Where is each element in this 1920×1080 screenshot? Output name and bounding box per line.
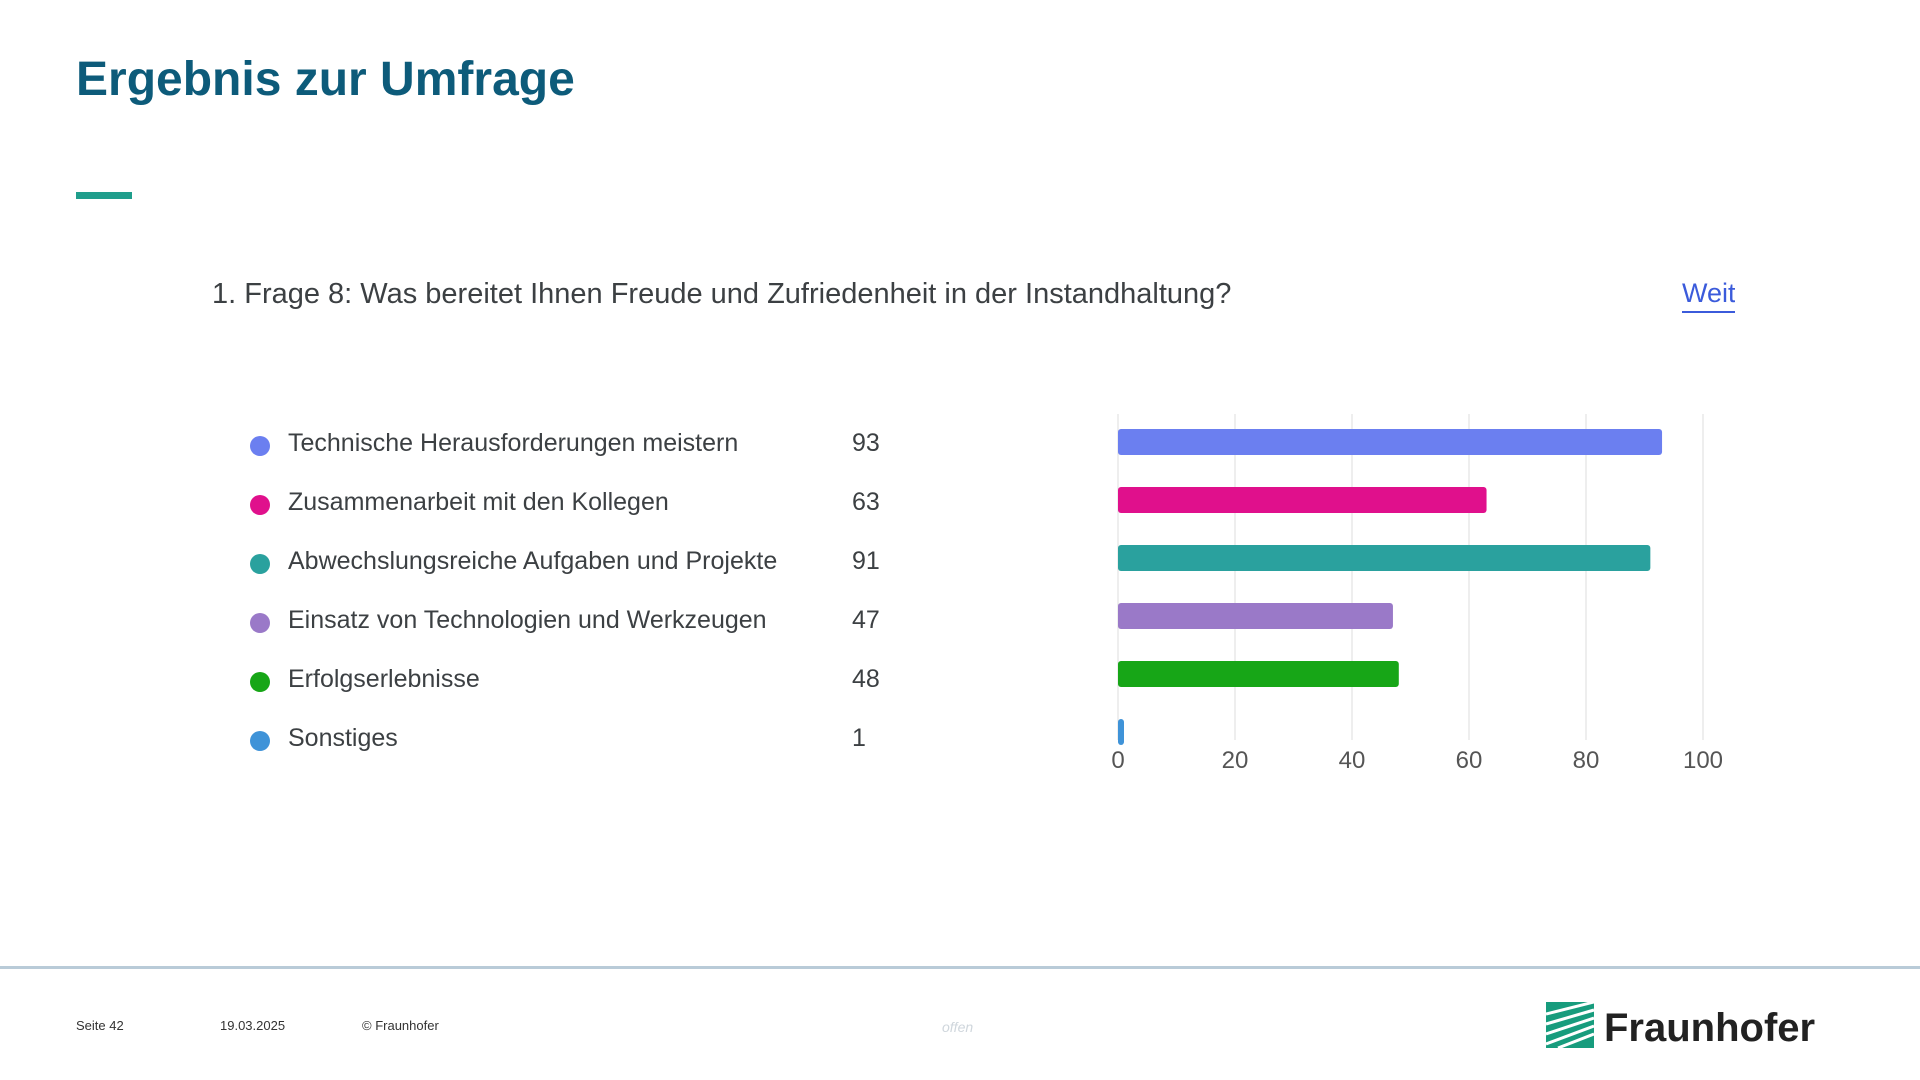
- legend-count: 63: [852, 488, 880, 516]
- legend-item: Technische Herausforderungen meistern 93: [246, 420, 886, 479]
- bar: [1118, 487, 1487, 513]
- legend-item: Einsatz von Technologien und Werkzeugen …: [246, 597, 886, 656]
- legend-label: Abwechslungsreiche Aufgaben und Projekte: [288, 547, 778, 575]
- footer-date: 19.03.2025: [220, 1018, 286, 1033]
- legend-count: 93: [852, 429, 880, 457]
- legend-count: 1: [852, 724, 866, 752]
- bar: [1118, 603, 1393, 629]
- bar: [1118, 719, 1124, 745]
- fraunhofer-logo-icon: [1546, 1002, 1594, 1048]
- logo-text: Fraunhofer: [1604, 1006, 1816, 1050]
- legend-label: Sonstiges: [288, 724, 398, 752]
- classification-label: offen: [942, 1019, 974, 1035]
- legend-count: 91: [852, 547, 880, 575]
- legend-label: Erfolgserlebnisse: [288, 665, 480, 693]
- legend-item: Zusammenarbeit mit den Kollegen 63: [246, 479, 886, 538]
- legend-item: Sonstiges 1: [246, 715, 886, 774]
- legend-count: 47: [852, 606, 880, 634]
- footer-copyright: © Fraunhofer: [362, 1018, 439, 1033]
- x-tick-label: 20: [1222, 747, 1249, 774]
- legend-dot: [250, 436, 270, 456]
- legend-dot: [250, 613, 270, 633]
- legend-label: Technische Herausforderungen meistern: [288, 429, 739, 457]
- question-text: 1. Frage 8: Was bereitet Ihnen Freude un…: [212, 278, 1232, 310]
- footer-divider: [0, 966, 1920, 969]
- legend-item: Abwechslungsreiche Aufgaben und Projekte…: [246, 538, 886, 597]
- title-accent-bar: [76, 192, 132, 199]
- page-title: Ergebnis zur Umfrage: [76, 53, 575, 106]
- bar: [1118, 661, 1399, 687]
- legend-label: Einsatz von Technologien und Werkzeugen: [288, 606, 767, 634]
- legend-dot: [250, 495, 270, 515]
- bar-chart: 0 20 40 60 80 100: [1111, 414, 1723, 774]
- page-number: Seite 42: [76, 1018, 124, 1033]
- x-tick-label: 100: [1683, 747, 1723, 774]
- more-link[interactable]: Weit: [1682, 278, 1735, 313]
- legend-dot: [250, 554, 270, 574]
- x-tick-label: 60: [1456, 747, 1483, 774]
- bar: [1118, 429, 1663, 455]
- x-tick-label: 80: [1573, 747, 1600, 774]
- x-tick-label: 0: [1111, 747, 1124, 774]
- legend-item: Erfolgserlebnisse 48: [246, 656, 886, 715]
- x-tick-label: 40: [1339, 747, 1366, 774]
- legend-count: 48: [852, 665, 880, 693]
- chart-legend: Technische Herausforderungen meistern 93…: [246, 420, 886, 774]
- legend-dot: [250, 731, 270, 751]
- legend-label: Zusammenarbeit mit den Kollegen: [288, 488, 669, 516]
- fraunhofer-logo: Fraunhofer: [1546, 1000, 1818, 1052]
- bar: [1118, 545, 1651, 571]
- legend-dot: [250, 672, 270, 692]
